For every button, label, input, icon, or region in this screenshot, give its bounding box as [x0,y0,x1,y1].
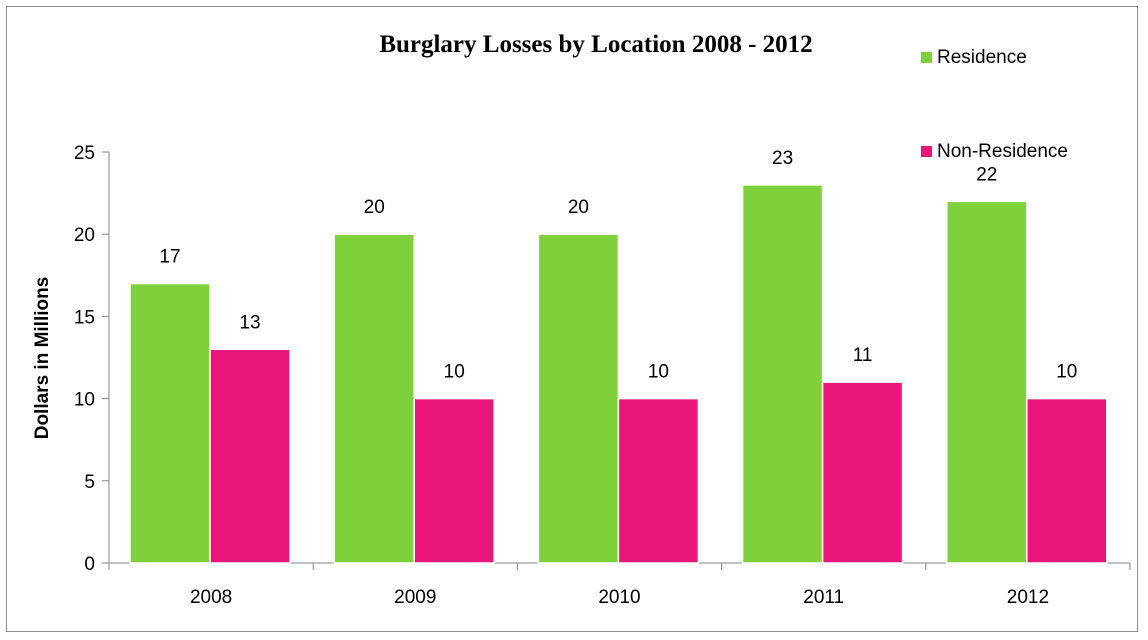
non-residence-bar [413,397,495,564]
x-tick-label: 2012 [1007,587,1049,608]
non-residence-bar [821,381,904,564]
legend: Residence Non-Residence [921,47,1068,162]
y-tick-label: 0 [84,554,95,575]
data-label: 23 [772,148,793,169]
y-tick-label: 25 [74,143,95,164]
data-label: 13 [239,312,260,333]
data-label: 17 [159,247,180,268]
data-label: 22 [976,164,997,185]
data-label: 10 [648,362,669,383]
x-tick-label: 2010 [598,587,640,608]
x-tick-label: 2008 [190,587,232,608]
legend-label: Non-Residence [937,141,1068,162]
residence-bar [741,184,824,564]
y-tick-label: 15 [74,307,95,328]
data-label: 10 [444,362,465,383]
residence-bar [537,233,620,564]
data-label: 20 [568,197,589,218]
non-residence-bar [617,397,700,564]
data-label: 20 [364,197,385,218]
chart-title: Burglary Losses by Location 2008 - 2012 [379,31,812,58]
y-tick-label: 5 [84,472,95,493]
data-label: 10 [1056,362,1077,383]
x-tick-label: 2011 [803,587,844,608]
y-tick-label: 20 [74,225,95,246]
non-residence-bar [209,348,291,564]
x-tick-label: 2009 [394,587,436,608]
residence-bar [333,233,415,564]
bars: 17 13 20 10 20 10 23 11 22 10 [129,148,1108,564]
legend-swatch [921,52,932,63]
non-residence-bar [1026,397,1108,564]
y-axis-label: Dollars in Millions [32,277,53,440]
residence-bar [129,282,211,564]
legend-label: Residence [937,47,1027,68]
data-label: 11 [853,345,873,366]
legend-swatch [921,146,932,157]
residence-bar [946,200,1028,564]
y-tick-label: 10 [74,390,95,411]
